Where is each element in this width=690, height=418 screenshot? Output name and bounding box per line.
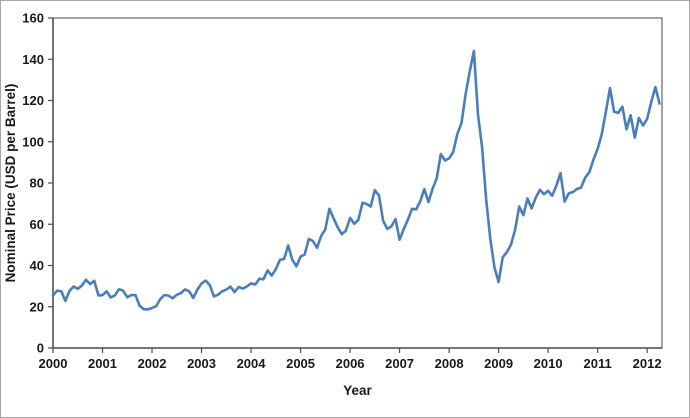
- plot-border: [52, 17, 663, 349]
- x-axis-title: Year: [343, 383, 372, 398]
- x-tick-label: 2006: [336, 356, 365, 371]
- x-tick-label: 2007: [385, 356, 414, 371]
- x-tick-label: 2003: [187, 356, 216, 371]
- y-tick-label: 120: [22, 93, 44, 108]
- y-tick-label: 20: [30, 299, 44, 314]
- y-tick-label: 80: [30, 176, 44, 191]
- x-tick-label: 2011: [584, 356, 612, 371]
- price-series-line: [51, 49, 661, 311]
- y-tick-label: 60: [30, 217, 44, 232]
- x-tick-label: 2009: [484, 356, 513, 371]
- x-tick-label: 2012: [633, 356, 662, 371]
- y-tick-label: 160: [22, 11, 44, 26]
- x-tick-label: 2010: [534, 356, 563, 371]
- y-tick-label: 0: [37, 341, 44, 356]
- y-tick-label: 140: [22, 52, 44, 67]
- y-axis-title: Nominal Price (USD per Barrel): [3, 83, 18, 283]
- x-tick-label: 2000: [39, 356, 68, 371]
- x-tick-label: 2002: [138, 356, 167, 371]
- x-tick-label: 2001: [88, 356, 117, 371]
- y-tick-label: 40: [30, 258, 44, 273]
- x-tick-label: 2005: [286, 356, 315, 371]
- x-tick-label: 2004: [237, 356, 267, 371]
- y-tick-label: 100: [22, 134, 44, 149]
- x-tick-label: 2008: [435, 356, 464, 371]
